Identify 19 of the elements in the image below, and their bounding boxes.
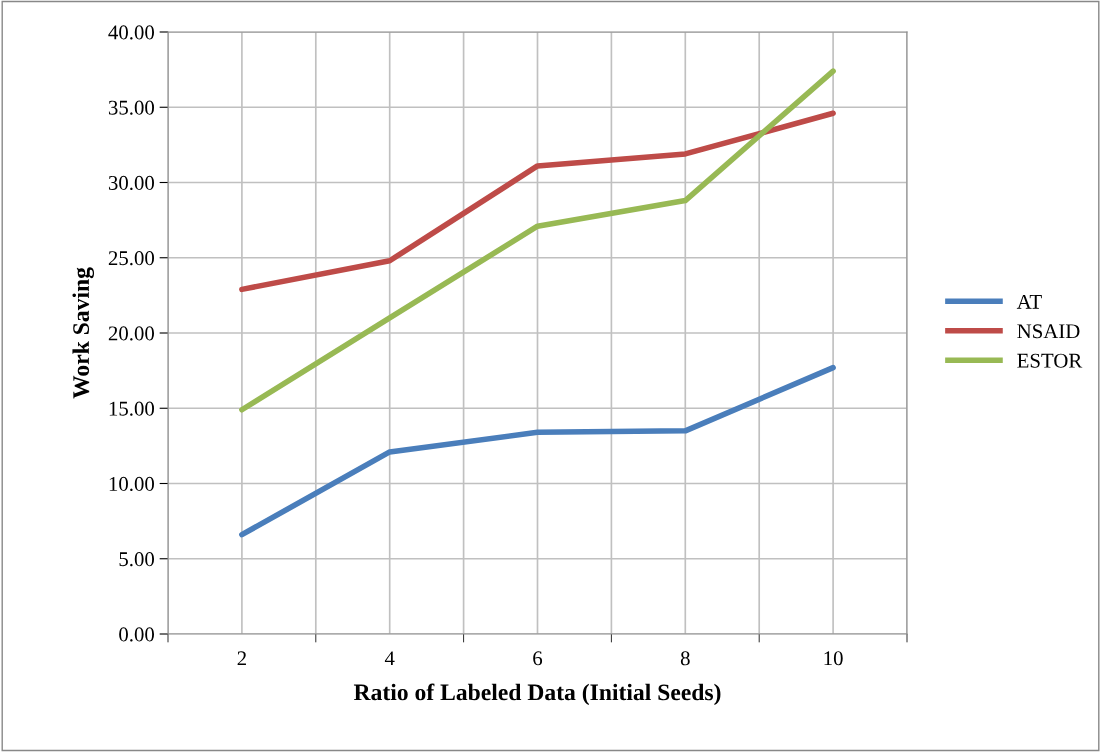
y-tick-label: 25.00: [108, 251, 155, 266]
x-tick-label: 8: [680, 651, 690, 666]
y-tick-label: 35.00: [108, 100, 155, 115]
y-tick-label: 0.00: [119, 627, 155, 642]
x-tick-label: 6: [533, 651, 543, 666]
y-tick-label: 5.00: [119, 552, 155, 567]
y-tick-label: 20.00: [108, 326, 155, 341]
legend-label: ESTOR: [1017, 353, 1083, 368]
y-tick-label: 10.00: [109, 476, 155, 492]
y-tick-label: 15.00: [109, 401, 155, 416]
x-axis-title: Ratio of Labeled Data (Initial Seeds): [353, 683, 721, 706]
y-axis-title: Work Saving: [72, 267, 95, 399]
x-tick-label: 2: [237, 651, 246, 666]
x-tick-label: 4: [384, 651, 395, 666]
y-tick-label: 40.00: [108, 25, 155, 40]
legend-label: NSAID: [1017, 324, 1080, 339]
y-tick-label: 30.00: [108, 175, 155, 191]
x-tick-label: 10: [824, 651, 843, 666]
legend-label: AT: [1016, 294, 1042, 309]
